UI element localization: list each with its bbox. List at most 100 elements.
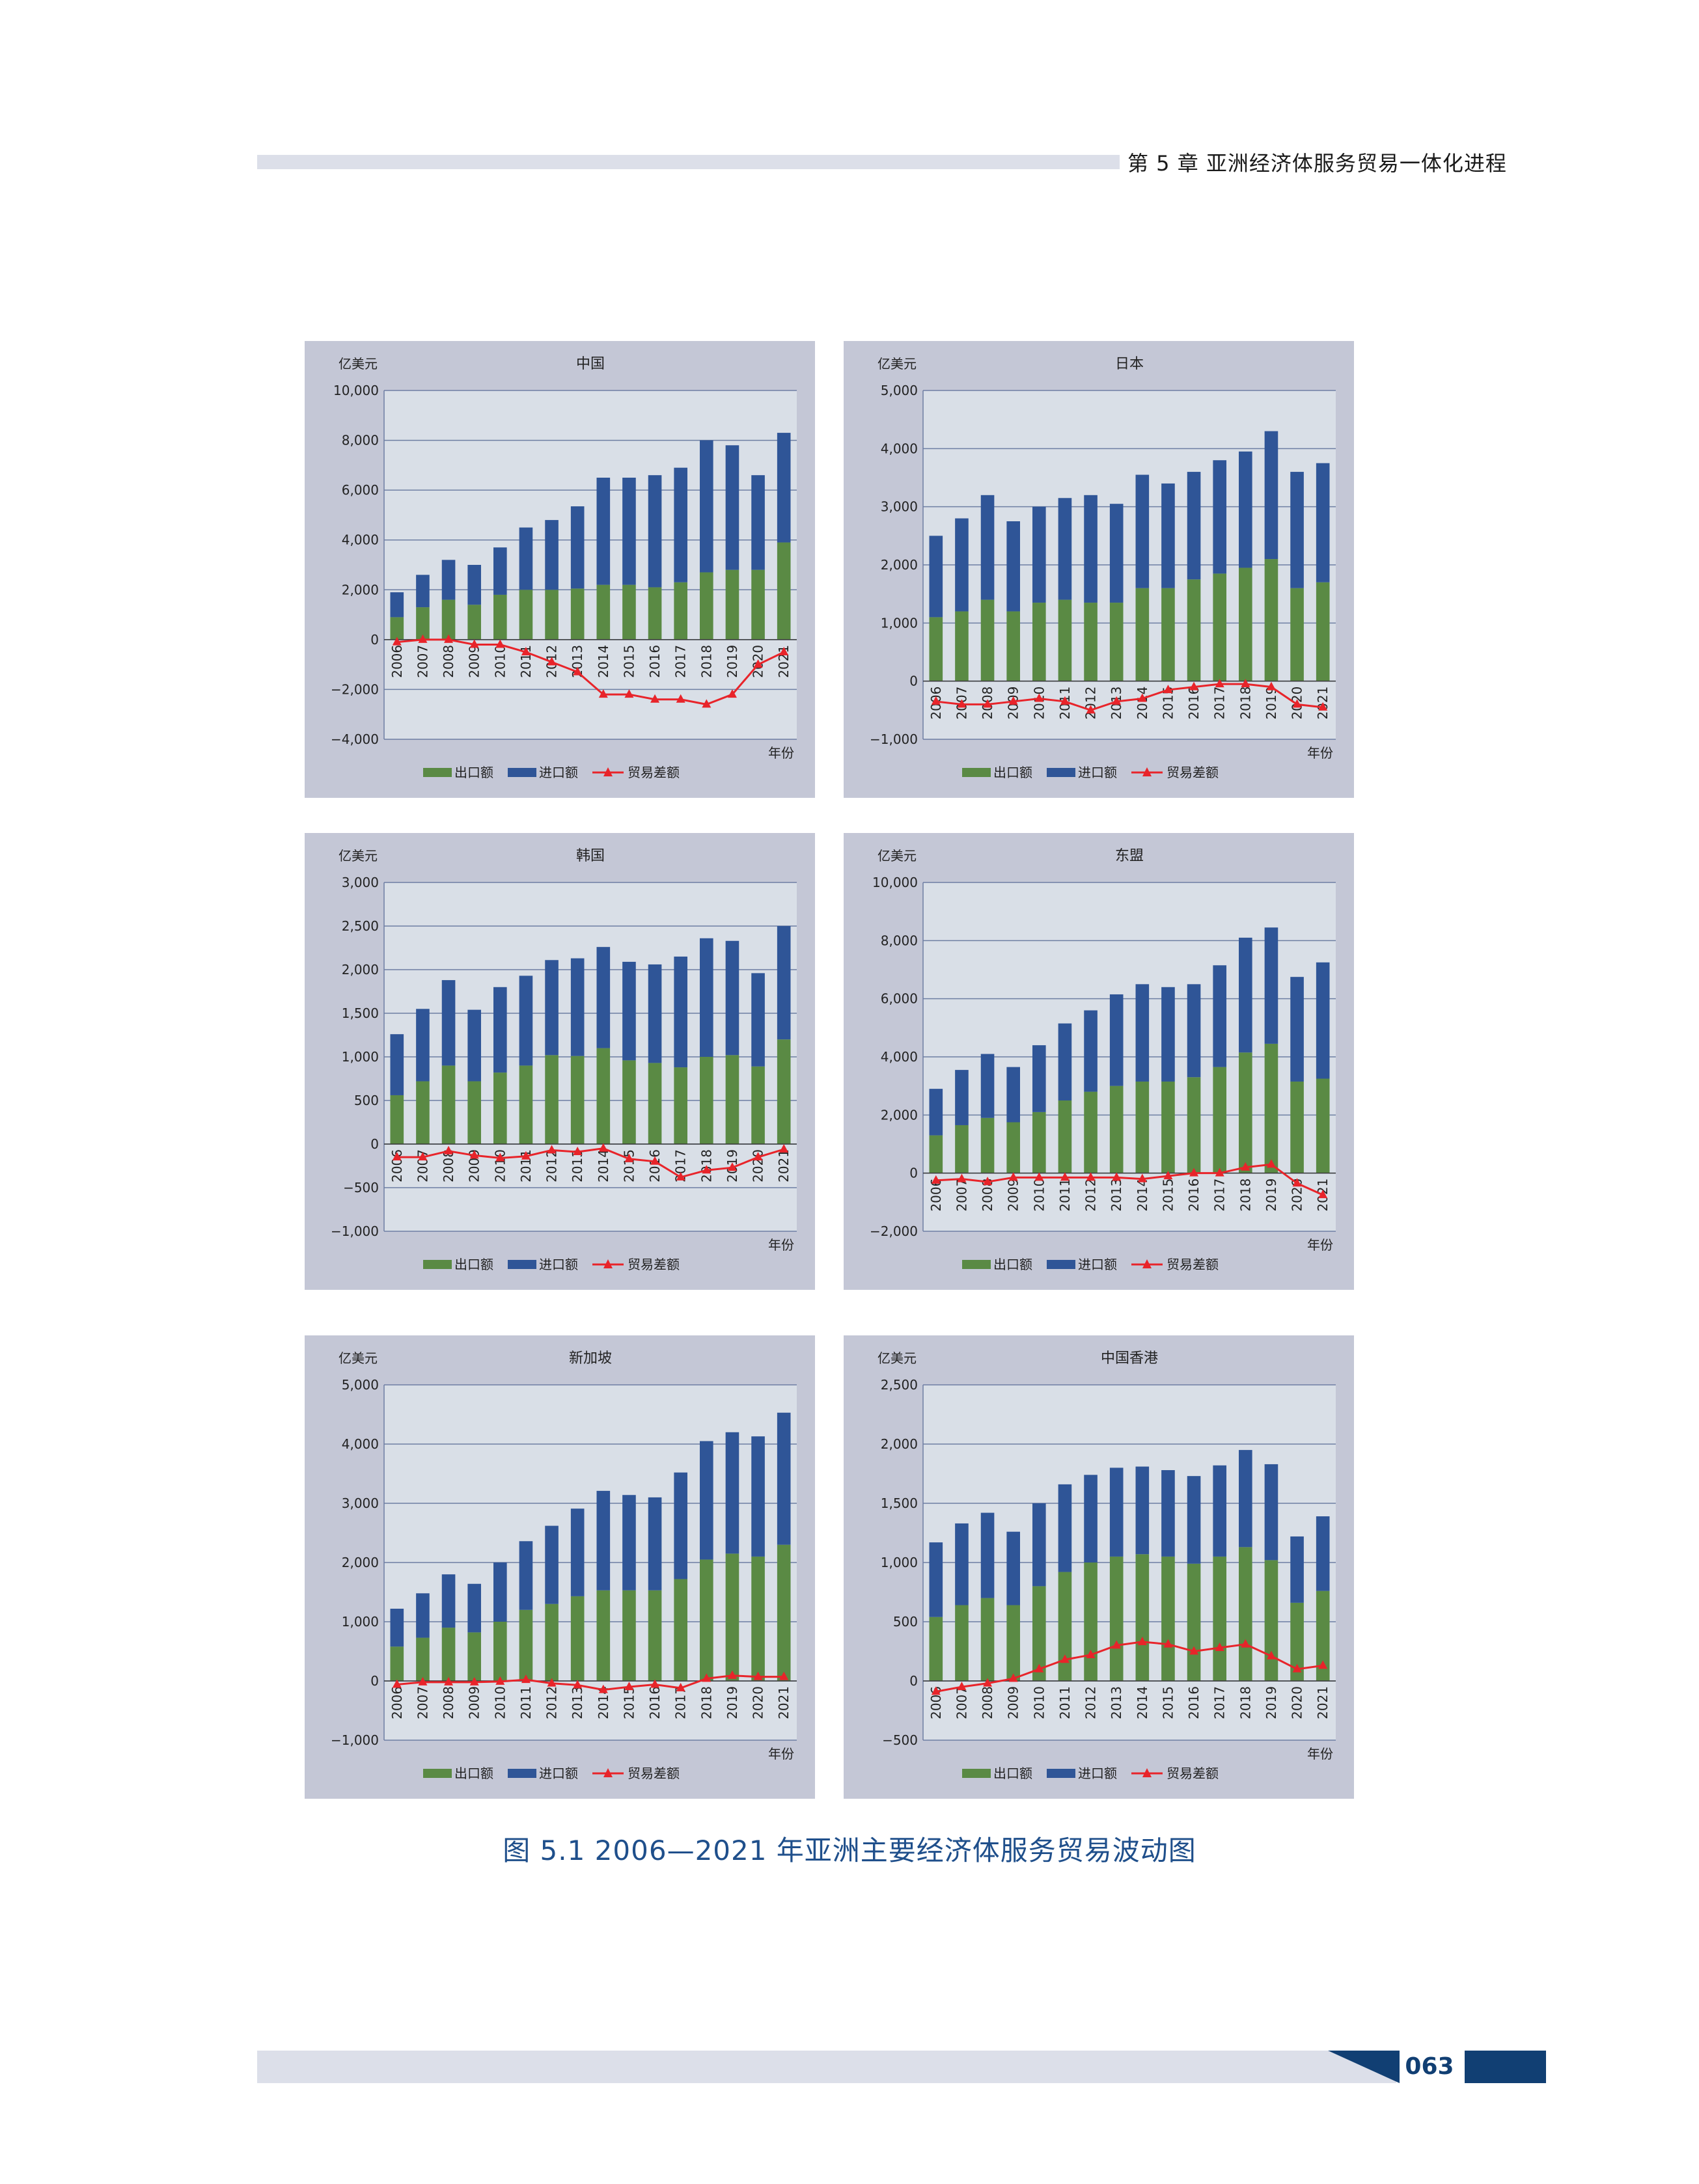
bar-export (1135, 1554, 1150, 1681)
bar-export (777, 1544, 791, 1681)
chart-title: 东盟 (1115, 848, 1144, 864)
balance-marker (702, 1165, 711, 1174)
chart-title: 中国 (576, 356, 605, 372)
bar-import (467, 1009, 481, 1082)
y-unit-label: 亿美元 (338, 356, 378, 372)
y-tick-label: 8,000 (342, 433, 379, 448)
bar-import (1316, 463, 1330, 582)
bar-export (545, 590, 559, 640)
balance-marker (650, 694, 660, 703)
footer-bar (257, 2051, 1396, 2083)
bar-import (493, 1563, 507, 1622)
y-tick-label: 0 (909, 1166, 918, 1181)
bar-import (1187, 1476, 1201, 1564)
balance-marker (1008, 1172, 1018, 1181)
legend-label-import: 进口额 (539, 1257, 578, 1272)
chart-svg: 韩国 亿美元 −1,000 −500 0 500 1,000 1,500 2,000 2,500 3… (331, 848, 797, 1272)
x-tick-label: 2021 (776, 1686, 792, 1719)
bar-export (1316, 1590, 1330, 1681)
bar-export (1213, 573, 1226, 681)
legend-swatch-export (423, 1769, 452, 1778)
bar-export (441, 1065, 456, 1144)
y-tick-label: 4,000 (342, 532, 379, 548)
x-tick-label: 2014 (1135, 687, 1150, 720)
bar-export (700, 1559, 713, 1681)
bar-export (1290, 588, 1304, 681)
balance-marker (1163, 685, 1173, 694)
bar-import (1187, 472, 1201, 580)
balance-marker (469, 1150, 479, 1159)
balance-marker (573, 1680, 583, 1689)
x-tick-label: 2012 (544, 1686, 560, 1719)
bar-import (929, 536, 943, 618)
x-tick-label: 2013 (1109, 1686, 1124, 1719)
bar-export (1264, 1560, 1278, 1681)
balance-line (396, 638, 784, 705)
balance-marker (392, 1679, 402, 1688)
bar-export (622, 1060, 636, 1144)
y-tick-label: 500 (893, 1614, 918, 1630)
balance-marker (1060, 1654, 1070, 1663)
bar-import (1109, 504, 1124, 603)
balance-marker (573, 666, 583, 676)
x-tick-label: 2021 (776, 1149, 792, 1182)
x-tick-label: 2012 (1083, 1179, 1099, 1212)
y-tick-label: 10,000 (872, 875, 918, 890)
chart-title: 中国香港 (1101, 1350, 1158, 1367)
balance-marker (598, 1684, 608, 1693)
bar-export (1006, 1605, 1020, 1681)
bar-export (980, 599, 995, 681)
bar-export (1187, 1077, 1201, 1173)
balance-marker (702, 699, 711, 708)
bar-export (725, 1553, 739, 1681)
bar-export (929, 1617, 943, 1681)
balance-marker (957, 1682, 967, 1691)
y-tick-label: 5,000 (342, 1377, 379, 1393)
bar-export (1161, 1081, 1175, 1173)
bar-import (467, 1583, 481, 1633)
bar-import (596, 478, 611, 585)
bar-import (1161, 1470, 1175, 1557)
x-tick-label: 2007 (954, 1179, 969, 1212)
bar-import (674, 956, 687, 1068)
bar-export (1032, 1586, 1046, 1681)
balance-marker (1215, 1167, 1224, 1177)
balance-marker (1266, 1159, 1276, 1168)
balance-marker (1086, 1172, 1096, 1181)
balance-marker (418, 1676, 428, 1686)
bar-import (1109, 1467, 1124, 1557)
balance-marker (392, 636, 402, 646)
balance-marker (598, 1143, 608, 1152)
x-tick-label: 2012 (1083, 1686, 1099, 1719)
bar-import (570, 1508, 585, 1596)
balance-marker (779, 1144, 789, 1153)
legend-label-import: 进口额 (539, 765, 578, 780)
balance-marker (1034, 1663, 1044, 1672)
x-tick-label: 2006 (928, 1179, 944, 1212)
bar-import (390, 592, 404, 618)
bar-import (622, 1495, 636, 1590)
y-tick-label: 3,000 (881, 499, 918, 515)
bar-import (1084, 1475, 1098, 1563)
balance-marker (753, 659, 763, 668)
bar-export (648, 1063, 662, 1144)
balance-marker (983, 699, 993, 708)
header-bar (257, 155, 1120, 169)
bar-import (700, 1441, 713, 1560)
x-tick-label: 2008 (441, 1149, 456, 1182)
balance-marker (1034, 1172, 1044, 1181)
x-tick-label: 2012 (544, 1149, 560, 1182)
bar-import (1032, 506, 1046, 603)
bar-export (467, 605, 481, 640)
bar-import (1135, 1466, 1150, 1555)
balance-marker (1086, 1649, 1096, 1658)
bar-export (1084, 603, 1098, 681)
bar-import (700, 938, 713, 1057)
bar-import (493, 987, 507, 1073)
bar-import (441, 560, 456, 600)
legend-swatch-import (508, 1260, 536, 1269)
bar-import (622, 961, 636, 1061)
balance-line (396, 1147, 784, 1179)
balance-marker (702, 1673, 711, 1682)
balance-marker (1189, 681, 1199, 690)
